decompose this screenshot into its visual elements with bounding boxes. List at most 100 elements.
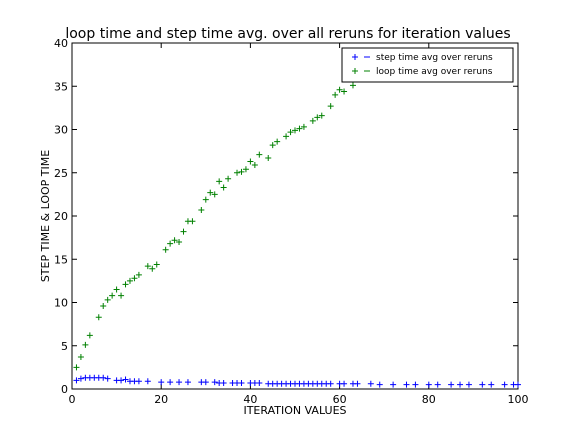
data-point bbox=[104, 375, 111, 382]
y-tick-label: 20 bbox=[54, 210, 68, 223]
data-point bbox=[269, 142, 276, 149]
data-point bbox=[176, 379, 183, 386]
legend-label: loop time avg over reruns bbox=[376, 67, 493, 77]
x-tick-label: 60 bbox=[333, 393, 347, 406]
legend-marker bbox=[352, 54, 358, 60]
chart-title: loop time and step time avg. over all re… bbox=[65, 26, 510, 42]
data-point bbox=[126, 277, 133, 284]
data-point bbox=[211, 379, 218, 386]
data-point bbox=[292, 127, 298, 134]
y-tick-label: 30 bbox=[54, 124, 68, 137]
data-point bbox=[109, 292, 116, 299]
data-point bbox=[113, 286, 120, 293]
data-point bbox=[274, 138, 281, 145]
legend-box bbox=[341, 47, 514, 83]
data-point bbox=[515, 381, 521, 388]
data-point bbox=[376, 381, 383, 388]
data-point bbox=[488, 381, 495, 388]
data-point bbox=[479, 381, 486, 388]
data-point bbox=[296, 125, 303, 132]
data-point bbox=[167, 379, 174, 386]
data-point bbox=[118, 377, 125, 384]
data-point bbox=[153, 261, 160, 268]
data-point bbox=[318, 112, 325, 119]
data-point bbox=[234, 169, 241, 176]
data-point bbox=[176, 238, 183, 245]
series-1 bbox=[73, 65, 374, 371]
data-point bbox=[211, 191, 218, 198]
data-point bbox=[100, 302, 107, 309]
data-point bbox=[162, 246, 169, 253]
y-tick-label: 5 bbox=[61, 340, 68, 353]
y-tick-label: 0 bbox=[61, 383, 68, 396]
data-point bbox=[95, 314, 102, 321]
data-point bbox=[434, 381, 441, 388]
data-marks bbox=[73, 65, 521, 388]
data-point bbox=[256, 151, 263, 158]
data-point bbox=[341, 88, 348, 95]
data-point bbox=[448, 381, 455, 388]
data-point bbox=[82, 341, 89, 348]
data-point bbox=[390, 381, 397, 388]
data-point bbox=[251, 161, 258, 168]
data-point bbox=[425, 381, 432, 388]
x-tick-label: 0 bbox=[69, 393, 76, 406]
data-point bbox=[332, 91, 339, 98]
data-point bbox=[171, 237, 178, 244]
data-point bbox=[327, 380, 334, 387]
data-point bbox=[158, 379, 165, 386]
data-point bbox=[256, 379, 263, 386]
data-point bbox=[309, 117, 316, 124]
y-tick-label: 25 bbox=[54, 167, 68, 180]
data-point bbox=[135, 378, 142, 385]
axis-ticks: 0 20 40 60 80 100 0 5 10 15 20 25 30 35 40 bbox=[54, 37, 529, 406]
data-point bbox=[349, 82, 356, 89]
data-point bbox=[180, 228, 187, 235]
x-tick-label: 40 bbox=[243, 393, 257, 406]
data-point bbox=[465, 381, 472, 388]
data-point bbox=[73, 364, 80, 371]
y-tick-label: 10 bbox=[54, 297, 68, 310]
data-point bbox=[100, 374, 107, 381]
data-point bbox=[149, 265, 156, 272]
data-point bbox=[104, 296, 111, 303]
y-tick-label: 35 bbox=[54, 80, 68, 93]
data-point bbox=[144, 378, 151, 385]
data-point bbox=[122, 376, 129, 383]
y-axis-label: STEP TIME & LOOP TIME bbox=[39, 150, 52, 282]
x-axis-label: ITERATION VALUES bbox=[243, 404, 346, 417]
data-point bbox=[242, 166, 249, 173]
data-point bbox=[300, 123, 307, 130]
legend-label: step time avg over reruns bbox=[376, 53, 493, 63]
data-point bbox=[457, 381, 464, 388]
data-point bbox=[131, 275, 138, 282]
legend-marker bbox=[352, 68, 358, 74]
data-point bbox=[202, 379, 209, 386]
data-point bbox=[247, 158, 254, 165]
series-0 bbox=[73, 374, 521, 388]
data-point bbox=[327, 103, 334, 110]
data-point bbox=[122, 281, 129, 288]
data-point bbox=[118, 292, 125, 299]
legend: step time avg over reruns loop time avg o… bbox=[341, 47, 514, 83]
y-tick-label: 40 bbox=[54, 37, 68, 50]
data-point bbox=[73, 377, 80, 384]
data-point bbox=[220, 379, 227, 386]
x-tick-label: 80 bbox=[422, 393, 436, 406]
data-point bbox=[336, 86, 343, 93]
data-point bbox=[367, 380, 374, 387]
data-point bbox=[341, 380, 348, 387]
data-point bbox=[77, 353, 84, 360]
data-point bbox=[283, 133, 290, 140]
data-point bbox=[144, 263, 151, 270]
y-tick-label: 15 bbox=[54, 253, 68, 266]
plot-area bbox=[71, 42, 519, 390]
data-point bbox=[501, 381, 508, 388]
data-point bbox=[412, 381, 419, 388]
data-point bbox=[238, 379, 245, 386]
data-point bbox=[86, 332, 93, 339]
data-point bbox=[225, 175, 232, 182]
data-point bbox=[403, 381, 410, 388]
data-point bbox=[207, 189, 214, 196]
